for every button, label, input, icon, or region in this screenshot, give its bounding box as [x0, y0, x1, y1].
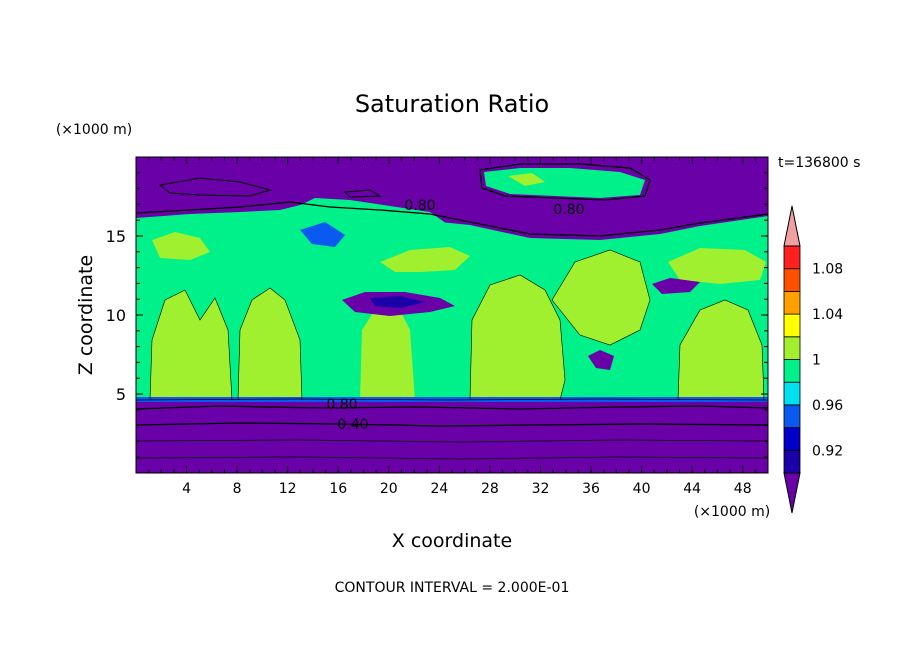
colorbar-swatch — [783, 449, 801, 474]
chart-title: Saturation Ratio — [355, 90, 549, 118]
colorbar-swatch — [783, 359, 801, 383]
x-tick-label: 4 — [182, 481, 191, 497]
colorbar-swatch — [783, 472, 801, 514]
colorbar-label: 1.08 — [812, 262, 843, 278]
contour-label: 0.80 — [404, 198, 435, 214]
field-region-dry-patch-east — [652, 278, 700, 294]
contour-labels: 0.80 0.80 0.80 0.40 — [326, 198, 584, 433]
x-tick-label: 24 — [430, 481, 448, 497]
colorbar-label: 0.96 — [812, 398, 843, 414]
x-tick-label: 28 — [481, 481, 499, 497]
field-region-boundary-layer-top — [136, 397, 768, 402]
field-region-dry-intrusion-edge — [370, 296, 425, 308]
colorbar-swatch — [783, 313, 801, 338]
time-label: t=136800 s — [778, 155, 860, 171]
colorbar-swatch — [783, 381, 801, 406]
y-axis: 5 10 15 — [106, 172, 768, 458]
y-unit-label: (×1000 m) — [56, 122, 132, 138]
colorbar-swatch — [783, 205, 801, 247]
x-tick-label: 36 — [582, 481, 600, 497]
colorbar-label: 1.04 — [812, 307, 843, 323]
colorbar-swatch — [783, 268, 801, 292]
x-tick-label: 32 — [532, 481, 550, 497]
x-axis: 4 8 12 16 20 24 28 32 36 40 44 48 — [148, 157, 756, 497]
plot-area — [136, 157, 768, 473]
x-tick-label: 12 — [279, 481, 297, 497]
y-tick-label: 15 — [106, 227, 126, 246]
field-region-upper-cloud-edge-a — [300, 222, 345, 247]
colorbar-swatch — [783, 336, 801, 360]
field-region-upper-cloud-b-core — [508, 173, 545, 186]
contour-label: 0.40 — [337, 417, 368, 433]
x-tick-label: 40 — [633, 481, 651, 497]
colorbar-swatch — [783, 245, 801, 270]
y-tick-label: 10 — [106, 306, 126, 325]
x-tick-label: 16 — [329, 481, 347, 497]
colorbar-label: 0.92 — [812, 443, 843, 459]
y-tick-label: 5 — [116, 385, 126, 404]
field-region-saturated — [150, 232, 766, 400]
colorbar-swatch — [783, 427, 801, 451]
x-unit-label: (×1000 m) — [694, 504, 770, 520]
contour-label: 0.80 — [326, 397, 357, 413]
y-axis-label: Z coordinate — [75, 255, 97, 375]
x-tick-label: 20 — [380, 481, 398, 497]
x-tick-label: 8 — [233, 481, 242, 497]
field-region-dry-patch — [588, 350, 614, 370]
colorbar-label: 1 — [812, 353, 821, 369]
field-region-near-saturation — [136, 205, 768, 400]
colorbar-swatch — [783, 404, 801, 428]
contour-lines — [136, 163, 768, 460]
contour-label: 0.80 — [553, 202, 584, 218]
contour-interval-note: CONTOUR INTERVAL = 2.000E-01 — [335, 580, 570, 596]
colorbar-swatch — [783, 290, 801, 315]
x-tick-label: 44 — [683, 481, 701, 497]
colorbar: 1.08 1.04 1 0.96 0.92 — [783, 205, 843, 514]
x-tick-label: 48 — [734, 481, 752, 497]
x-axis-label: X coordinate — [392, 530, 512, 552]
